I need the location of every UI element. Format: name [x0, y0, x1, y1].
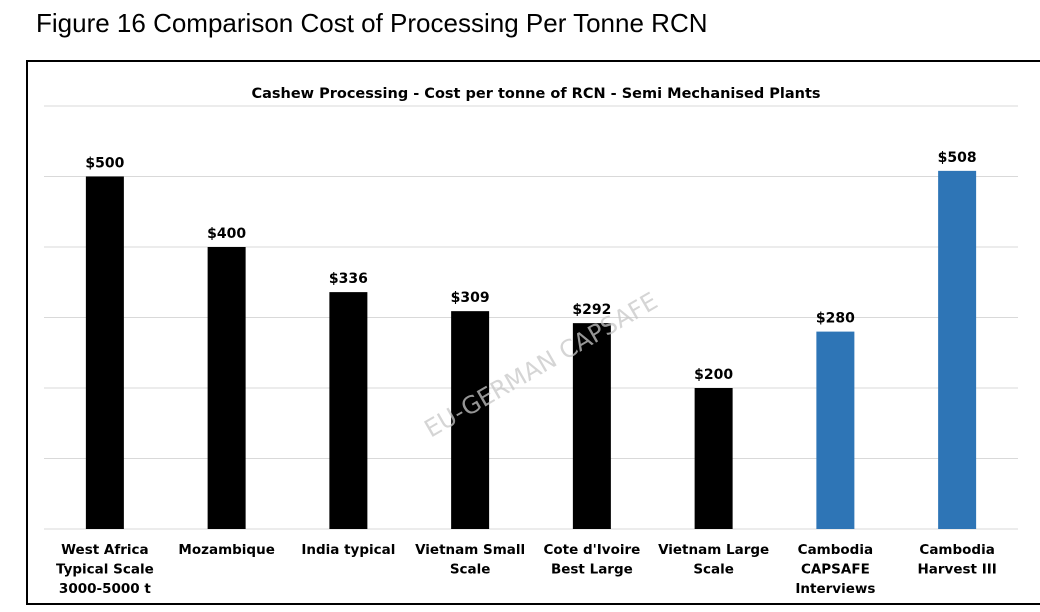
- category-label-8: Cambodia Harvest III: [917, 542, 996, 578]
- gridlines: [44, 105, 1018, 530]
- category-label-5: Cote d'Ivoire Best Large: [543, 542, 640, 578]
- category-labels: West Africa Typical Scale 3000-5000 t Mozam…: [56, 542, 997, 597]
- data-labels: $500 $400 $336 $309 $292 $200 $280 $508: [85, 150, 976, 383]
- data-label-7: $280: [816, 311, 855, 327]
- bar-2: [207, 247, 246, 529]
- bar-chart: $500 $400 $336 $309 $292 $200 $280 $508 West Af…: [44, 86, 1018, 597]
- category-label-7: Cambodia CAPSAFE Interviews: [795, 542, 875, 597]
- data-label-4: $309: [451, 290, 490, 306]
- bar-7: [816, 331, 855, 529]
- figure-caption: Figure 16 Comparison Cost of Processing …: [36, 8, 708, 38]
- chart-frame: $500 $400 $336 $309 $292 $200 $280 $508 West Af…: [26, 60, 1040, 605]
- bar-5: [572, 323, 611, 529]
- chart-title: Cashew Processing - Cost per tonne of RC…: [251, 86, 820, 102]
- data-label-5: $292: [572, 302, 611, 318]
- bar-1: [85, 176, 124, 529]
- category-label-1: West Africa Typical Scale 3000-5000 t: [56, 542, 154, 597]
- bar-8: [938, 170, 977, 530]
- bar-6: [694, 388, 733, 529]
- data-label-2: $400: [207, 226, 246, 242]
- data-label-3: $336: [329, 271, 368, 287]
- category-label-2: Mozambique: [178, 542, 274, 558]
- data-label-1: $500: [85, 156, 124, 172]
- category-label-6: Vietnam Large Scale: [658, 542, 769, 578]
- category-label-4: Vietnam Small Scale: [415, 542, 525, 578]
- data-label-8: $508: [938, 150, 977, 166]
- bars: [85, 170, 977, 530]
- bar-3: [329, 292, 368, 529]
- category-label-3: India typical: [301, 542, 395, 558]
- data-label-6: $200: [694, 367, 733, 383]
- bar-4: [451, 311, 490, 529]
